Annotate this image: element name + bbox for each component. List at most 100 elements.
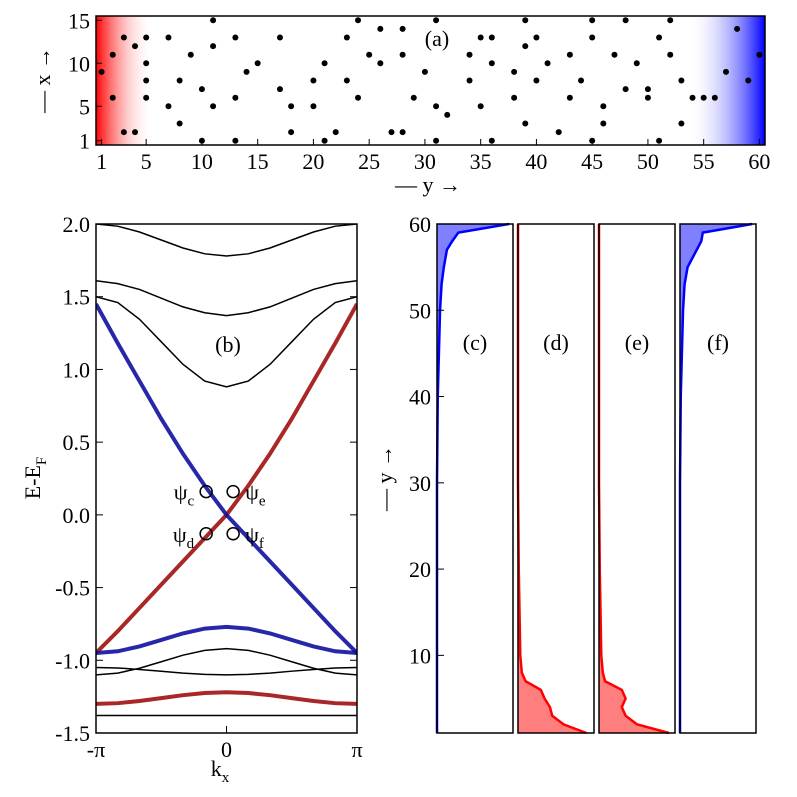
site-dot bbox=[566, 51, 573, 58]
y-tick-label: -1.5 bbox=[55, 721, 90, 746]
panel-label: (e) bbox=[625, 330, 649, 355]
site-dot bbox=[488, 137, 495, 144]
state-label-sub: d bbox=[187, 536, 195, 552]
site-dot bbox=[600, 103, 607, 110]
site-dot bbox=[210, 103, 217, 110]
site-dot bbox=[667, 17, 674, 24]
site-dot bbox=[377, 60, 384, 67]
site-dot bbox=[656, 137, 663, 144]
state-label: ψf bbox=[245, 522, 264, 552]
site-dot bbox=[433, 137, 440, 144]
site-dot bbox=[711, 94, 718, 101]
site-dot bbox=[288, 103, 295, 110]
x-tick-label: 10 bbox=[191, 149, 213, 174]
site-dot bbox=[644, 94, 651, 101]
site-dot bbox=[410, 94, 417, 101]
site-dot bbox=[533, 34, 540, 41]
site-dot bbox=[745, 77, 752, 84]
site-dot bbox=[756, 51, 763, 58]
state-label: ψc bbox=[174, 480, 195, 510]
y-tick-label: 1.5 bbox=[63, 285, 91, 310]
site-dot bbox=[165, 34, 172, 41]
plot-frame bbox=[95, 15, 766, 146]
site-dot bbox=[198, 86, 205, 93]
y-axis-label-base: E-E bbox=[20, 465, 45, 499]
density-line bbox=[516, 224, 587, 735]
x-tick-label: 50 bbox=[637, 149, 659, 174]
y-tick-label: 30 bbox=[409, 471, 431, 496]
site-dot bbox=[176, 120, 183, 127]
density-fill bbox=[437, 224, 510, 733]
site-dot bbox=[544, 60, 551, 67]
density-fill bbox=[680, 224, 753, 733]
x-tick-label: 1 bbox=[96, 149, 107, 174]
y-tick-label: 5 bbox=[79, 94, 90, 119]
band bbox=[96, 666, 357, 676]
x-axis-label-base: k bbox=[211, 756, 222, 781]
site-dot bbox=[633, 60, 640, 67]
band bbox=[96, 303, 357, 655]
band bbox=[96, 224, 357, 257]
y-tick-label: 2.0 bbox=[63, 212, 91, 237]
site-dot bbox=[488, 60, 495, 67]
x-tick-label: 30 bbox=[414, 149, 436, 174]
site-dot bbox=[388, 129, 395, 136]
site-dot bbox=[589, 17, 596, 24]
band bbox=[96, 624, 357, 656]
site-dot bbox=[611, 51, 618, 58]
site-dot bbox=[700, 94, 707, 101]
site-dot bbox=[656, 34, 663, 41]
site-dot bbox=[522, 17, 529, 24]
site-dot bbox=[477, 34, 484, 41]
y-tick-label: 60 bbox=[409, 212, 431, 237]
site-dot bbox=[232, 34, 239, 41]
band bbox=[96, 295, 357, 388]
y-tick-label: 10 bbox=[409, 643, 431, 668]
site-dot bbox=[143, 34, 150, 41]
site-dot bbox=[143, 77, 150, 84]
site-dot bbox=[533, 77, 540, 84]
plot-frame bbox=[436, 223, 514, 734]
site-dot bbox=[667, 51, 674, 58]
site-dot bbox=[433, 103, 440, 110]
site-dot bbox=[210, 43, 217, 50]
plot-frame bbox=[95, 223, 358, 734]
x-tick-label: 40 bbox=[525, 149, 547, 174]
plot-frame bbox=[598, 223, 676, 734]
site-dot bbox=[366, 51, 373, 58]
y-tick-label: 0.5 bbox=[63, 430, 91, 455]
bands bbox=[96, 224, 357, 717]
x-axis-label: kx bbox=[211, 756, 230, 786]
site-dot bbox=[187, 51, 194, 58]
density-line bbox=[435, 222, 510, 733]
site-dot bbox=[578, 77, 585, 84]
site-dot bbox=[589, 34, 596, 41]
site-dot bbox=[622, 86, 629, 93]
state-marker bbox=[226, 484, 240, 499]
site-dot bbox=[566, 94, 573, 101]
site-dot bbox=[276, 86, 283, 93]
state-marker bbox=[226, 527, 240, 541]
site-dot bbox=[355, 17, 362, 24]
site-dot bbox=[109, 51, 116, 58]
x-tick-label: 45 bbox=[581, 149, 603, 174]
site-dot bbox=[232, 94, 239, 101]
site-dot bbox=[734, 25, 741, 32]
site-dot bbox=[321, 60, 328, 67]
site-dot bbox=[355, 94, 362, 101]
site-dot bbox=[198, 137, 205, 144]
site-dot bbox=[321, 137, 328, 144]
x-tick-label: 60 bbox=[748, 149, 770, 174]
site-dot bbox=[622, 17, 629, 24]
y-axis-label: E-EF bbox=[20, 457, 50, 500]
y-tick-label: 1.0 bbox=[63, 357, 91, 382]
site-dot bbox=[488, 34, 495, 41]
site-dot bbox=[332, 129, 339, 136]
site-dot bbox=[165, 103, 172, 110]
site-dot bbox=[678, 77, 685, 84]
x-axis-label: — y → bbox=[394, 172, 461, 197]
y-axis-label: — y → bbox=[372, 445, 397, 512]
site-dot bbox=[109, 94, 116, 101]
state-label: ψd bbox=[173, 522, 195, 552]
